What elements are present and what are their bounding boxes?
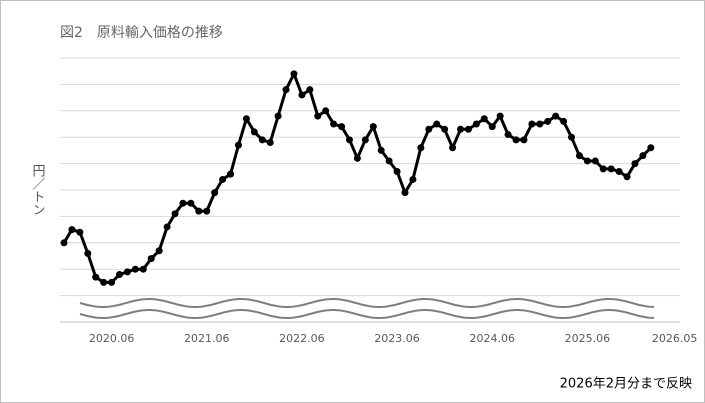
point <box>345 136 353 144</box>
point <box>314 112 322 120</box>
point <box>536 120 544 128</box>
point <box>409 175 417 183</box>
point <box>568 133 576 141</box>
point <box>211 189 219 197</box>
point <box>147 255 155 263</box>
point <box>108 278 116 286</box>
point <box>84 249 92 257</box>
point <box>504 131 512 139</box>
point <box>528 120 536 128</box>
point <box>266 138 274 146</box>
point <box>274 112 282 120</box>
footnote: 2026年2月分まで反映 <box>560 377 692 392</box>
point <box>258 136 266 144</box>
axis-break-wave <box>79 298 655 308</box>
point <box>607 165 615 173</box>
point <box>369 123 377 131</box>
point <box>242 115 250 123</box>
y-axis-label: 円／トン <box>30 164 46 216</box>
point <box>219 175 227 183</box>
point <box>131 265 139 273</box>
point <box>472 120 480 128</box>
point <box>361 136 369 144</box>
point <box>583 157 591 165</box>
point <box>179 199 187 207</box>
x-tick-label: 2022.06 <box>279 332 325 345</box>
x-tick-label: 2026.05 <box>652 332 698 345</box>
x-tick-label: 2020.06 <box>89 332 135 345</box>
point <box>449 144 457 152</box>
point <box>377 146 385 154</box>
x-tick-label: 2025.06 <box>565 332 611 345</box>
point <box>330 120 338 128</box>
point <box>187 199 195 207</box>
point <box>116 270 124 278</box>
point <box>560 117 568 125</box>
point <box>425 125 433 133</box>
point <box>639 152 647 160</box>
point <box>203 207 211 215</box>
point <box>76 228 84 236</box>
point <box>401 189 409 197</box>
point <box>575 152 583 160</box>
point <box>591 157 599 165</box>
point <box>227 170 235 178</box>
point <box>520 136 528 144</box>
axis-break <box>79 298 655 319</box>
point <box>496 112 504 120</box>
point <box>480 115 488 123</box>
x-tick-label: 2024.06 <box>469 332 515 345</box>
point <box>250 128 258 136</box>
point <box>488 123 496 131</box>
point <box>92 273 100 281</box>
point <box>234 141 242 149</box>
point <box>393 168 401 176</box>
point <box>647 144 655 152</box>
point <box>60 239 68 247</box>
point <box>615 168 623 176</box>
point <box>100 278 108 286</box>
point <box>417 144 425 152</box>
x-tick-label: 2021.06 <box>184 332 230 345</box>
point <box>631 160 639 168</box>
point <box>123 268 131 276</box>
point <box>457 125 464 133</box>
point <box>544 117 552 125</box>
point <box>338 123 346 131</box>
point <box>155 247 163 255</box>
point <box>139 265 147 273</box>
point <box>623 173 631 181</box>
point <box>512 136 520 144</box>
point <box>322 107 330 115</box>
axis-break-wave <box>79 309 655 319</box>
point <box>306 86 314 94</box>
point <box>163 223 171 231</box>
point <box>441 125 449 133</box>
chart-title: 図2 原料輸入価格の推移 <box>60 25 223 41</box>
point <box>171 210 179 218</box>
point <box>385 157 393 165</box>
point <box>195 207 203 215</box>
point <box>599 165 607 173</box>
point <box>433 120 441 128</box>
point <box>464 125 472 133</box>
point <box>282 86 290 94</box>
point <box>353 154 361 162</box>
point <box>68 226 76 234</box>
point <box>298 91 306 99</box>
point <box>290 70 298 78</box>
x-tick-label: 2023.06 <box>374 332 420 345</box>
point <box>552 112 560 120</box>
